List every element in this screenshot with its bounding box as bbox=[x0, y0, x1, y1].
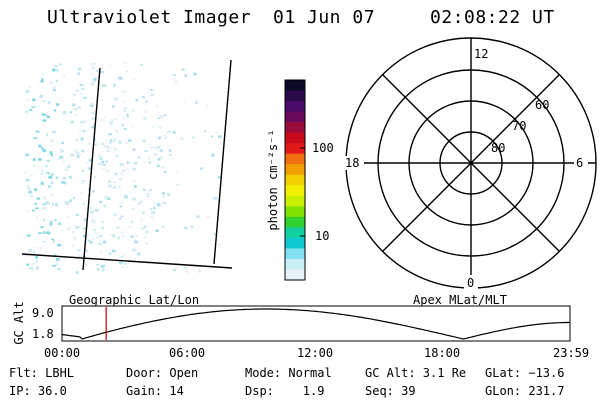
status-gain: Gain: 14 bbox=[126, 384, 184, 398]
date-label: 01 Jun 07 bbox=[273, 7, 376, 28]
altitude-x-tick-0000: 00:00 bbox=[44, 346, 81, 360]
altitude-ymax-label: 9.0 bbox=[32, 306, 54, 320]
altitude-y-label: GC Alt bbox=[12, 301, 26, 345]
colorbar-frame bbox=[284, 79, 306, 281]
geographic-caption: Geographic Lat/Lon bbox=[69, 293, 200, 307]
altitude-x-tick-2359: 23:59 bbox=[553, 346, 590, 360]
map-grid-line-east bbox=[213, 59, 232, 265]
polar-lat-70: 70 bbox=[512, 119, 527, 133]
status-dsp: Dsp: 1.9 bbox=[245, 384, 325, 398]
time-label: 02:08:22 UT bbox=[430, 7, 555, 28]
map-grid-line-horizon bbox=[21, 253, 233, 269]
status-glon: GLon: 231.7 bbox=[485, 384, 565, 398]
status-ip: IP: 36.0 bbox=[9, 384, 67, 398]
colorbar-gradient bbox=[285, 80, 305, 281]
polar-mlt-18: 18 bbox=[345, 156, 360, 170]
colorbar-tick-label-10: 10 bbox=[315, 229, 330, 243]
status-gc-alt: GC Alt: 3.1 Re bbox=[365, 366, 467, 380]
status-filter: Flt: LBHL bbox=[9, 366, 75, 380]
instrument-title: Ultraviolet Imager bbox=[47, 7, 252, 28]
status-door: Door: Open bbox=[126, 366, 199, 380]
altitude-x-tick-0600: 06:00 bbox=[169, 346, 206, 360]
polar-lat-80: 80 bbox=[491, 141, 506, 155]
altitude-x-tick-1200: 12:00 bbox=[297, 346, 334, 360]
polar-mlt-12: 12 bbox=[474, 47, 489, 61]
altitude-ymin-label: 1.8 bbox=[32, 327, 54, 341]
polar-lat-60: 60 bbox=[535, 98, 550, 112]
polar-mlt-0: 0 bbox=[467, 276, 475, 290]
status-mode: Mode: Normal bbox=[245, 366, 332, 380]
polar-mlt-6: 6 bbox=[576, 156, 584, 170]
polar-meridian-diag2 bbox=[382, 74, 560, 252]
colorbar-tick-label-100: 100 bbox=[312, 141, 334, 155]
altitude-plot-frame bbox=[61, 305, 571, 342]
status-glat: GLat: −13.6 bbox=[485, 366, 565, 380]
polar-caption: Apex MLat/MLT bbox=[413, 293, 507, 307]
map-grid-line-west bbox=[82, 67, 101, 271]
altitude-x-tick-1800: 18:00 bbox=[424, 346, 461, 360]
status-seq: Seq: 39 bbox=[365, 384, 416, 398]
altitude-curve bbox=[61, 308, 570, 340]
aurora-emission-dots bbox=[24, 62, 222, 275]
